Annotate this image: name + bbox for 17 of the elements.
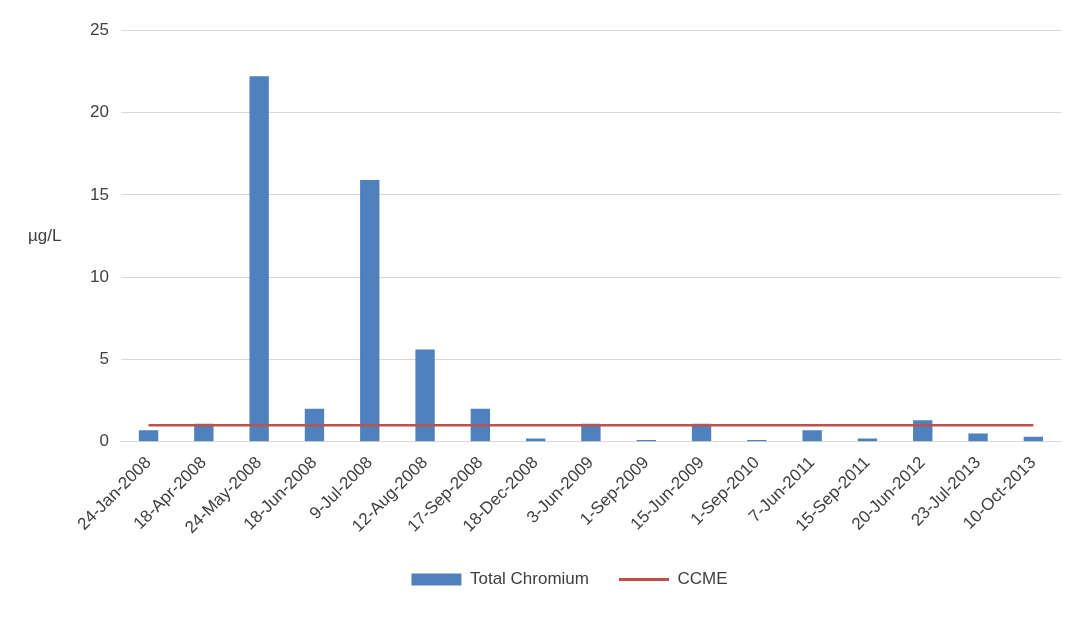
legend-label: Total Chromium xyxy=(469,569,589,589)
y-tick-label: 25 xyxy=(89,19,109,39)
y-tick-label: 5 xyxy=(99,349,109,369)
bar xyxy=(138,430,159,442)
bar xyxy=(360,180,380,442)
y-tick-label: 15 xyxy=(89,184,109,204)
y-tick-label: 20 xyxy=(89,102,109,122)
bar xyxy=(525,438,546,442)
legend-label: CCME xyxy=(677,569,728,589)
bar xyxy=(802,430,822,442)
bar xyxy=(857,438,878,442)
bar xyxy=(968,433,988,442)
bar xyxy=(249,76,269,442)
y-axis-title: µg/L xyxy=(28,225,62,245)
y-tick-label: 10 xyxy=(89,266,109,286)
bar xyxy=(415,349,435,442)
y-tick-label: 0 xyxy=(99,431,109,451)
